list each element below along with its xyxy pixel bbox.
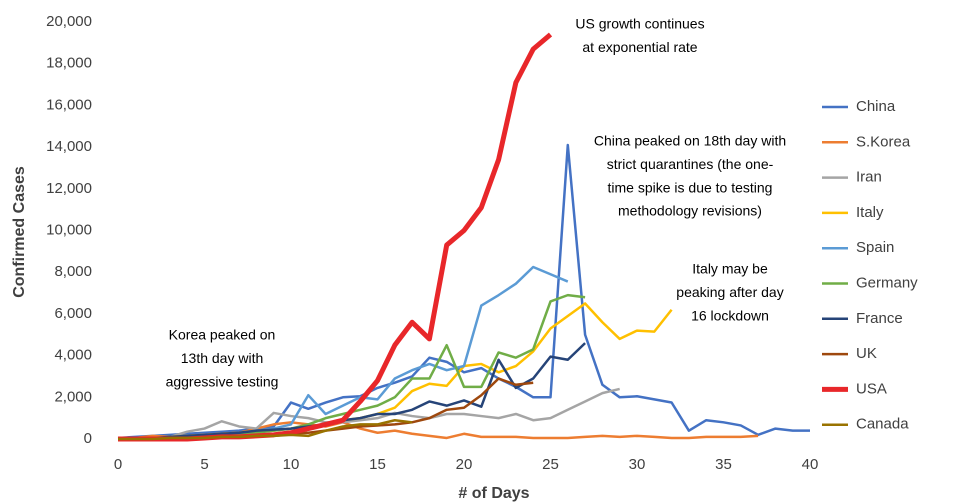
- x-tick-label: 20: [456, 456, 473, 473]
- x-tick-label: 25: [542, 456, 559, 473]
- series-line: [118, 418, 413, 441]
- legend-label: USA: [856, 380, 887, 397]
- y-tick-label: 8,000: [54, 263, 92, 280]
- annotation: time spike is due to testing: [608, 179, 773, 195]
- annotation: China peaked on 18th day with: [594, 133, 786, 149]
- annotation: strict quarantines (the one-: [607, 156, 774, 172]
- legend-label: Spain: [856, 239, 894, 256]
- legend-label: Germany: [856, 274, 918, 291]
- annotation: Italy may be: [692, 261, 768, 277]
- x-tick-label: 10: [283, 456, 300, 473]
- series-line: [117, 302, 673, 441]
- x-tick-label: 0: [114, 456, 122, 473]
- annotation: at exponential rate: [582, 39, 697, 55]
- annotation: US growth continues: [575, 16, 704, 32]
- y-tick-label: 0: [84, 430, 92, 447]
- annotation: Korea peaked on: [169, 327, 276, 343]
- annotation: peaking after day: [676, 284, 783, 300]
- y-tick-label: 14,000: [46, 138, 92, 155]
- y-tick-label: 10,000: [46, 221, 92, 238]
- y-tick-label: 20,000: [46, 13, 92, 30]
- x-tick-label: 15: [369, 456, 386, 473]
- annotation: 16 lockdown: [691, 307, 769, 323]
- y-tick-label: 4,000: [54, 347, 92, 364]
- legend-label: Iran: [856, 169, 882, 186]
- legend-label: Canada: [856, 416, 909, 433]
- x-tick-label: 5: [200, 456, 208, 473]
- legend-label: France: [856, 310, 903, 327]
- legend-label: China: [856, 98, 896, 115]
- legend-label: UK: [856, 345, 877, 362]
- annotation: 13th day with: [181, 350, 264, 366]
- series-line: [118, 387, 620, 441]
- x-axis-title: # of Days: [458, 485, 529, 502]
- y-axis-title: Confirmed Cases: [11, 166, 28, 298]
- y-tick-label: 6,000: [54, 305, 92, 322]
- y-tick-label: 2,000: [54, 388, 92, 405]
- legend-label: Italy: [856, 204, 884, 221]
- series-line: [118, 342, 586, 441]
- y-tick-label: 18,000: [46, 55, 92, 72]
- y-tick-label: 12,000: [46, 180, 92, 197]
- y-tick-label: 16,000: [46, 96, 92, 113]
- x-tick-label: 30: [629, 456, 646, 473]
- annotation: methodology revisions): [618, 203, 762, 219]
- x-tick-label: 35: [715, 456, 732, 473]
- x-tick-label: 40: [802, 456, 819, 473]
- annotation: aggressive testing: [166, 373, 279, 389]
- series-line: [117, 143, 810, 440]
- legend-label: S.Korea: [856, 133, 911, 150]
